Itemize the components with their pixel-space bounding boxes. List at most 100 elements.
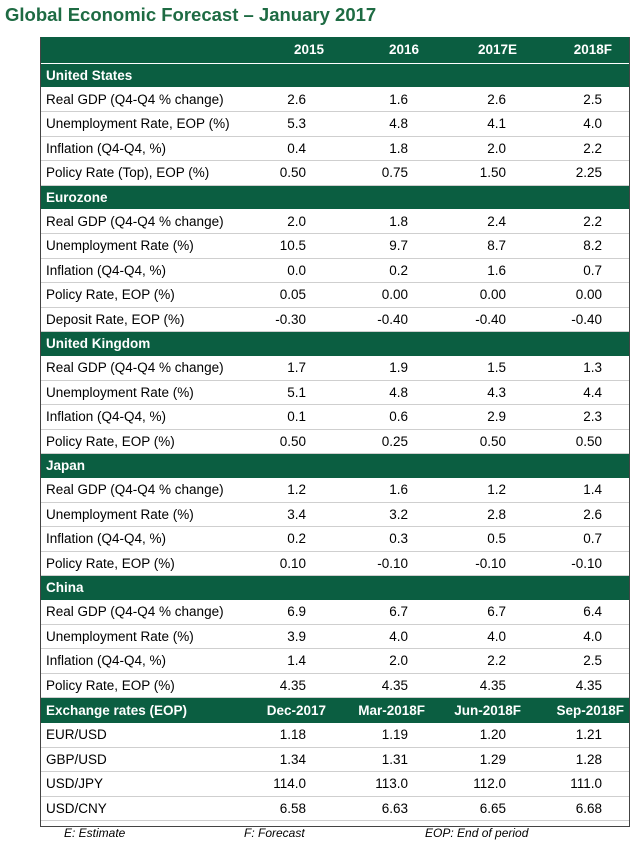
cell-value: 0.7: [537, 258, 630, 283]
cell-value: 10.5: [252, 233, 344, 259]
cell-value: 1.34: [252, 747, 344, 772]
table-row: EUR/USD 1.18 1.19 1.20 1.21: [40, 722, 630, 748]
cell-value: 1.8: [344, 209, 439, 234]
table-row: Policy Rate (Top), EOP (%) 0.50 0.75 1.50 2.…: [40, 160, 630, 186]
cell-value: 4.8: [344, 111, 439, 137]
cell-value: -0.40: [537, 307, 630, 332]
cell-value: 111.0: [537, 771, 630, 797]
exchange-column-header: Dec-2017: [252, 697, 344, 723]
cell-value: 112.0: [439, 771, 537, 797]
cell-value: 4.0: [344, 624, 439, 649]
cell-value: 6.9: [252, 599, 344, 625]
section-title: United Kingdom: [40, 331, 630, 356]
row-label: Unemployment Rate (%): [40, 502, 252, 527]
cell-value: 2.5: [537, 648, 630, 674]
row-label: Inflation (Q4-Q4, %): [40, 404, 252, 430]
row-label: Policy Rate, EOP (%): [40, 673, 252, 698]
cell-value: 1.29: [439, 747, 537, 772]
cell-value: 0.50: [252, 429, 344, 454]
exchange-column-header: Mar-2018F: [344, 697, 439, 723]
table-row: Inflation (Q4-Q4, %) 0.4 1.8 2.0 2.2: [40, 136, 630, 161]
row-label: Inflation (Q4-Q4, %): [40, 648, 252, 674]
cell-value: 1.6: [439, 258, 537, 283]
table-row: Real GDP (Q4-Q4 % change) 1.2 1.6 1.2 1.4: [40, 477, 630, 503]
footnote-estimate: E: Estimate: [64, 826, 126, 840]
cell-value: 5.3: [252, 111, 344, 137]
row-label: Real GDP (Q4-Q4 % change): [40, 477, 252, 503]
page-title: Global Economic Forecast – January 2017: [5, 4, 377, 25]
cell-value: 0.50: [537, 429, 630, 454]
cell-value: 0.75: [344, 160, 439, 186]
cell-value: 0.7: [537, 526, 630, 552]
cell-value: 0.00: [537, 282, 630, 308]
cell-value: 4.0: [439, 624, 537, 649]
cell-value: 1.8: [344, 136, 439, 161]
table-row: Unemployment Rate, EOP (%) 5.3 4.8 4.1 4.0: [40, 111, 630, 137]
exchange-section-title: Exchange rates (EOP): [40, 697, 252, 723]
cell-value: 0.5: [439, 526, 537, 552]
table-row: USD/CNY 6.58 6.63 6.65 6.68: [40, 796, 630, 821]
cell-value: 1.5: [439, 355, 537, 381]
cell-value: 113.0: [344, 771, 439, 797]
cell-value: 2.5: [537, 87, 630, 112]
cell-value: 1.3: [537, 355, 630, 381]
cell-value: 3.4: [252, 502, 344, 527]
section-title: Japan: [40, 453, 630, 478]
cell-value: 6.58: [252, 796, 344, 821]
table-row: Unemployment Rate (%) 10.5 9.7 8.7 8.2: [40, 233, 630, 259]
cell-value: 1.2: [252, 477, 344, 503]
table-row: Policy Rate, EOP (%) 0.50 0.25 0.50 0.50: [40, 429, 630, 454]
cell-value: 3.9: [252, 624, 344, 649]
exchange-header-row: Exchange rates (EOP) Dec-2017 Mar-2018F Jun…: [40, 697, 630, 723]
cell-value: 1.9: [344, 355, 439, 381]
table-row: Real GDP (Q4-Q4 % change) 2.6 1.6 2.6 2.5: [40, 87, 630, 112]
cell-value: 4.35: [439, 673, 537, 698]
cell-value: -0.40: [344, 307, 439, 332]
cell-value: 6.63: [344, 796, 439, 821]
cell-value: 1.50: [439, 160, 537, 186]
cell-value: 4.35: [252, 673, 344, 698]
cell-value: 6.68: [537, 796, 630, 821]
cell-value: 9.7: [344, 233, 439, 259]
cell-value: 0.10: [252, 551, 344, 576]
row-label: Inflation (Q4-Q4, %): [40, 258, 252, 283]
footnote-forecast: F: Forecast: [244, 826, 305, 840]
section-title: Eurozone: [40, 184, 630, 209]
row-label: Policy Rate, EOP (%): [40, 551, 252, 576]
cell-value: 1.6: [344, 477, 439, 503]
table-row: Policy Rate, EOP (%) 0.10 -0.10 -0.10 -0.10: [40, 551, 630, 576]
cell-value: 2.6: [439, 87, 537, 112]
table-row: Unemployment Rate (%) 3.9 4.0 4.0 4.0: [40, 624, 630, 649]
exchange-column-header: Jun-2018F: [439, 697, 537, 723]
section-header-row: China: [40, 575, 630, 600]
cell-value: -0.10: [537, 551, 630, 576]
cell-value: 1.4: [537, 477, 630, 503]
section-title: United States: [40, 62, 630, 87]
section-header-row: Japan: [40, 453, 630, 478]
row-label: Unemployment Rate, EOP (%): [40, 111, 252, 137]
cell-value: 8.7: [439, 233, 537, 259]
row-label: Inflation (Q4-Q4, %): [40, 136, 252, 161]
column-header-year: 2015: [252, 37, 344, 63]
row-label: USD/JPY: [40, 771, 252, 797]
section-title: China: [40, 575, 630, 600]
cell-value: -0.10: [439, 551, 537, 576]
table-row: Real GDP (Q4-Q4 % change) 6.9 6.7 6.7 6.4: [40, 599, 630, 625]
column-header-year: 2017E: [439, 37, 537, 63]
exchange-column-header: Sep-2018F: [537, 697, 630, 723]
cell-value: 2.8: [439, 502, 537, 527]
cell-value: 8.2: [537, 233, 630, 259]
table-row: GBP/USD 1.34 1.31 1.29 1.28: [40, 747, 630, 772]
cell-value: 2.4: [439, 209, 537, 234]
cell-value: 0.3: [344, 526, 439, 552]
cell-value: 6.7: [439, 599, 537, 625]
footnote-eop: EOP: End of period: [425, 826, 529, 840]
cell-value: 2.0: [252, 209, 344, 234]
cell-value: 0.6: [344, 404, 439, 430]
column-header-row: 2015 2016 2017E 2018F: [40, 37, 630, 63]
column-header-year: 2018F: [537, 37, 630, 63]
cell-value: 2.6: [537, 502, 630, 527]
table-row: USD/JPY 114.0 113.0 112.0 111.0: [40, 771, 630, 797]
cell-value: 5.1: [252, 380, 344, 405]
table-row: Deposit Rate, EOP (%) -0.30 -0.40 -0.40 -0.4…: [40, 307, 630, 332]
